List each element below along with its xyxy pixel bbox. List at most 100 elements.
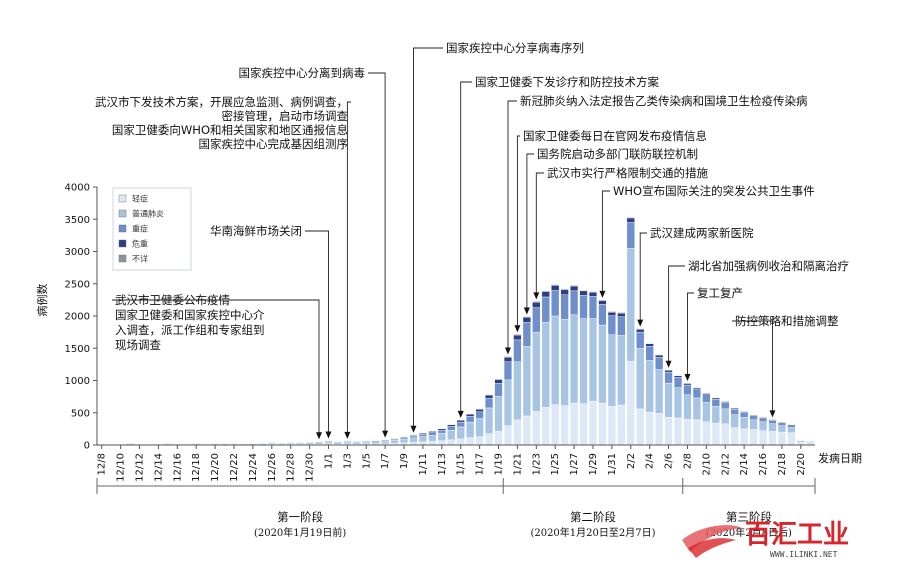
x-tick-label-12: 1/1: [323, 453, 334, 469]
x-tick-label-29: 2/4: [645, 453, 656, 469]
bar-segment-1-38: [456, 426, 465, 440]
bar-segment-1-28: [362, 441, 371, 445]
annotation-1-line-0: 国家疾控中心分离到病毒: [239, 66, 366, 80]
y-tick-label-8: 4000: [65, 183, 90, 194]
stage-0-subtitle: (2020年1月19日前): [254, 526, 346, 539]
bar-segment-1-48: [551, 315, 560, 405]
annotation-1-arrowhead: [382, 430, 389, 438]
bar-segment-1-34: [418, 436, 428, 443]
annotation-14-leader: [112, 299, 320, 439]
legend-label-1: 普通肺炎: [132, 209, 164, 219]
bar-segment-1-66: [721, 408, 730, 424]
bar-segment-3-41: [484, 394, 494, 399]
bar-segment-2-66: [721, 402, 730, 410]
bar-segment-0-46: [532, 411, 541, 446]
y-tick-label-5: 2500: [65, 279, 90, 290]
bar-segment-1-71: [768, 423, 777, 432]
annotation-14-line-2: 入调查，派工作组和专家组到: [115, 323, 265, 337]
bar-segment-2-37: [447, 426, 456, 431]
annotation-4-line-0: 新冠肺炎纳入法定报告乙类传染病和国境卫生检疫传染病: [520, 94, 808, 108]
bar-segment-1-50: [570, 314, 579, 404]
bar-segment-1-62: [683, 394, 692, 420]
bar-segment-0-36: [437, 440, 446, 446]
bar-segment-3-52: [588, 291, 598, 297]
legend-label-0: 轻症: [132, 194, 148, 204]
bar-segment-4-49: [560, 288, 569, 290]
bar-segment-2-58: [645, 346, 654, 361]
bar-segment-4-46: [532, 301, 541, 303]
x-tick-label-7: 12/22: [229, 453, 240, 482]
bar-segment-3-56: [626, 217, 635, 223]
x-tick-label-13: 1/3: [342, 453, 353, 469]
annotation-2-line-0: 武汉市下发技术方案，开展应急监测、病例调查，: [95, 95, 348, 109]
bar-segment-0-37: [447, 439, 456, 446]
bar-segment-1-74: [796, 440, 805, 443]
x-tick-label-23: 1/23: [531, 453, 542, 475]
bar-segment-1-46: [532, 331, 541, 412]
bar-segment-0-69: [749, 429, 758, 446]
bar-segment-1-70: [758, 421, 768, 432]
x-tick-label-27: 1/31: [607, 453, 618, 475]
bar-segment-2-38: [456, 421, 465, 428]
bar-segment-3-39: [466, 413, 475, 417]
bar-segment-2-61: [673, 377, 683, 388]
bar-segment-3-47: [541, 291, 550, 298]
bar-segment-2-33: [409, 435, 418, 439]
bar-segment-2-64: [702, 394, 711, 403]
bar-segment-1-33: [409, 437, 418, 443]
bar-segment-4-59: [655, 354, 664, 356]
annotation-8: WHO宣布国际关注的突发公共卫生事件: [599, 184, 815, 298]
x-tick-label-32: 2/10: [701, 453, 712, 475]
bar-segment-0-42: [494, 430, 503, 446]
bar-segment-0-62: [683, 419, 692, 446]
bar-segment-4-52: [588, 291, 598, 293]
bar-segment-1-22: [305, 442, 314, 445]
bar-segment-2-70: [758, 417, 768, 422]
x-axis-title: 发病日期: [818, 451, 862, 465]
bar-segment-2-68: [740, 412, 749, 418]
bar-segment-2-44: [513, 339, 522, 362]
bar-segment-0-50: [570, 402, 579, 446]
bar-segment-1-56: [626, 248, 635, 362]
bar-segment-1-65: [711, 406, 720, 424]
bar-segment-2-60: [664, 371, 673, 384]
watermark-swoosh-icon-2: [688, 538, 736, 558]
annotation-5-leader: [516, 135, 520, 332]
bar-segment-0-70: [758, 430, 768, 446]
bar-segment-3-38: [456, 419, 465, 423]
annotation-6-line-0: 国务院启动多部门联防联控机制: [537, 147, 698, 161]
bar-segment-2-50: [570, 290, 579, 315]
x-tick-label-8: 12/24: [248, 453, 259, 482]
bar-segment-2-32: [399, 437, 409, 440]
bar-segment-0-72: [777, 431, 787, 446]
annotation-6: 国务院启动多部门联防联控机制: [523, 147, 698, 315]
annotation-1-leader: [368, 72, 386, 437]
legend-label-3: 危重: [132, 239, 148, 249]
annotation-14-line-1: 国家卫健委和国家疾控中心介: [115, 308, 265, 322]
bar-segment-2-65: [711, 399, 720, 407]
bar-segment-0-61: [673, 417, 683, 446]
bar-segment-2-49: [560, 294, 569, 320]
bar-segment-4-45: [522, 316, 531, 318]
bar-segment-1-36: [437, 433, 446, 442]
annotation-6-leader: [526, 153, 534, 314]
y-tick-label-4: 2000: [65, 312, 90, 323]
bar-segment-1-45: [522, 346, 531, 417]
x-tick-label-3: 12/14: [153, 453, 164, 482]
bar-segment-2-53: [598, 304, 607, 326]
annotation-12-arrowhead: [684, 374, 691, 382]
bar-segment-4-42: [494, 378, 503, 380]
legend-swatch-0: [118, 194, 127, 203]
bar-segment-1-52: [588, 318, 598, 402]
bar-segment-2-42: [494, 383, 503, 397]
bar-segment-3-59: [655, 354, 664, 358]
bar-segment-1-59: [655, 369, 664, 414]
bar-segment-2-36: [437, 429, 446, 434]
bar-segment-1-29: [371, 441, 380, 445]
annotation-3-line-0: 国家卫健委下发诊疗和防控技术方案: [475, 75, 659, 89]
annotation-3: 国家卫健委下发诊疗和防控技术方案: [457, 75, 659, 418]
bar-segment-0-44: [513, 419, 522, 446]
bar-segment-3-50: [570, 285, 579, 292]
x-tick-label-18: 1/13: [437, 453, 448, 475]
